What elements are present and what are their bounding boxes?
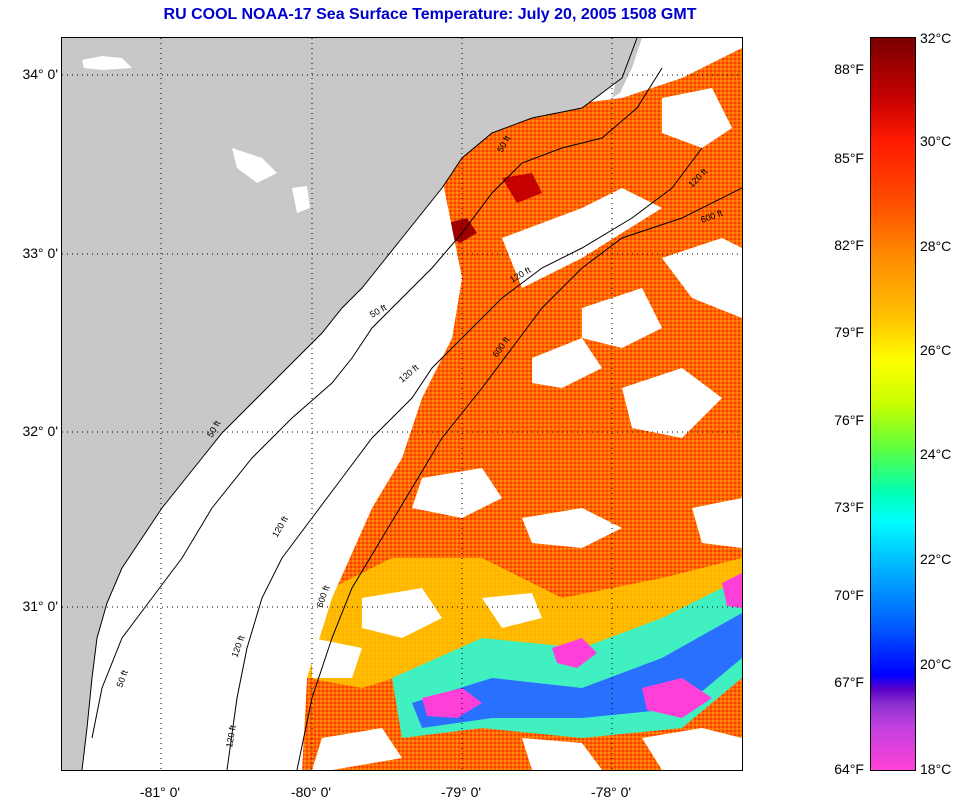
sst-map[interactable]: 50 ft 50 ft 50 ft 50 ft 120 ft 120 ft 12… [61,37,743,771]
colorbar-c-label: 22°C [920,551,952,567]
colorbar-c-label: 28°C [920,238,952,254]
colorbar-f-label: 73°F [834,499,864,515]
colorbar-c-label: 30°C [920,133,952,149]
sst-cold-patch [722,573,742,608]
lon-label-78: -78° 0' [590,784,632,800]
colorbar-f-label: 79°F [834,324,864,340]
lon-label-79: -79° 0' [440,784,482,800]
sst-cold-patch [422,688,482,718]
cloud-cover [312,88,742,770]
lat-label-33: 33° 0' [22,245,58,261]
colorbar-c-label: 24°C [920,446,952,462]
sst-cold-patch [642,678,712,718]
colorbar-c-label: 32°C [920,30,952,46]
contour-label-120: 120 ft [224,724,238,748]
lon-label-80: -80° 0' [290,784,332,800]
colorbar-f-label: 85°F [834,150,864,166]
cape-land [612,38,642,98]
colorbar-f-label: 76°F [834,412,864,428]
colorbar-f-label: 64°F [834,761,864,777]
inland-lakes [82,56,310,213]
coastal-no-data [122,178,462,770]
temperature-colorbar [870,37,916,771]
sst-map-canvas: 50 ft 50 ft 50 ft 50 ft 120 ft 120 ft 12… [62,38,742,770]
sst-hot-patch [447,218,477,243]
graticule [62,38,742,770]
colorbar-f-label: 88°F [834,61,864,77]
lat-label-34: 34° 0' [22,66,58,82]
lat-label-32: 32° 0' [22,423,58,439]
lon-label-81: -81° 0' [139,784,181,800]
sst-cold-patch [552,638,597,668]
colorbar-f-label: 70°F [834,587,864,603]
sst-hot-patch [502,173,542,203]
colorbar-f-label: 67°F [834,674,864,690]
colorbar-c-label: 26°C [920,342,952,358]
colorbar-f-label: 82°F [834,237,864,253]
map-title: RU COOL NOAA-17 Sea Surface Temperature:… [163,6,697,23]
lat-label-31: 31° 0' [22,598,58,614]
land-mass [62,38,642,770]
contour-50ft [91,67,663,739]
coastline [81,38,638,770]
colorbar-c-label: 18°C [920,761,952,777]
colorbar-c-label: 20°C [920,656,952,672]
contour-120ft [226,147,703,770]
